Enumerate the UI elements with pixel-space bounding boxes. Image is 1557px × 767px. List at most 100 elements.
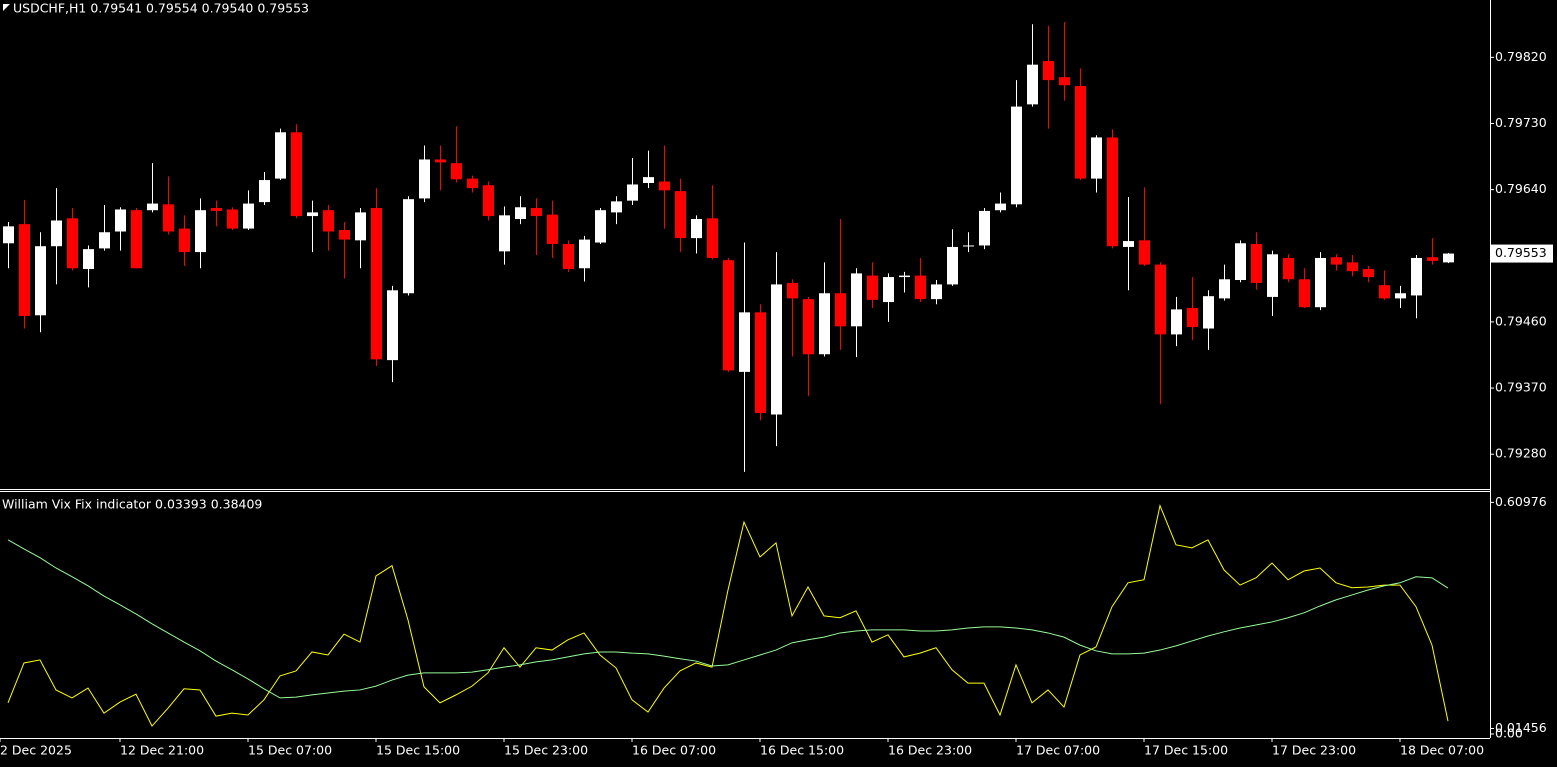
candle-body <box>835 293 846 327</box>
candle-body <box>707 218 718 258</box>
candle-body <box>963 245 974 247</box>
x-tick-label: 16 Dec 15:00 <box>760 743 844 758</box>
candle-body <box>819 293 830 355</box>
candle-body <box>643 177 654 183</box>
candle-body <box>467 178 478 189</box>
y-tick-label: 0.79730 <box>1495 115 1547 130</box>
candle-body <box>179 228 190 253</box>
x-tick-label: 18 Dec 07:00 <box>1400 743 1484 758</box>
x-tick-label: 15 Dec 23:00 <box>504 743 588 758</box>
candle-body <box>291 132 302 217</box>
candle-body <box>67 218 78 269</box>
candle-body <box>595 210 606 243</box>
candle-body <box>163 204 174 232</box>
candle-body <box>1299 279 1310 308</box>
candle-body <box>355 212 366 241</box>
x-tick-label: 15 Dec 07:00 <box>248 743 332 758</box>
candle-body <box>339 230 350 240</box>
candle-body <box>387 290 398 361</box>
candle-body <box>259 180 270 203</box>
candle-body <box>1411 257 1422 296</box>
candle-body <box>1443 253 1454 263</box>
candle-body <box>483 185 494 217</box>
candle-body <box>1043 61 1054 81</box>
candle-body <box>627 184 638 201</box>
candle-body <box>371 207 382 360</box>
indicator-title: William Vix Fix indicator 0.03393 0.3840… <box>2 497 262 512</box>
candle-body <box>1363 268 1374 278</box>
x-tick-label: 16 Dec 07:00 <box>632 743 716 758</box>
candle-body <box>1395 293 1406 299</box>
candle-body <box>1379 285 1390 299</box>
candle-body <box>659 181 670 191</box>
candle-body <box>1267 254 1278 297</box>
x-tick-label: 17 Dec 15:00 <box>1144 743 1228 758</box>
candle-body <box>531 207 542 217</box>
candle-body <box>739 312 750 372</box>
candle-body <box>851 273 862 327</box>
candle-body <box>195 210 206 253</box>
y-tick-label: 0.00 <box>1495 726 1523 741</box>
candle-body <box>899 275 910 278</box>
candle-body <box>867 275 878 300</box>
candle-body <box>419 159 430 199</box>
y-tick-label: 0.79460 <box>1495 313 1547 328</box>
candle-body <box>995 203 1006 211</box>
candle-body <box>115 209 126 232</box>
candle-body <box>979 210 990 246</box>
candle-body <box>915 275 926 300</box>
candle-body <box>275 132 286 179</box>
candle-body <box>547 214 558 244</box>
candle-body <box>1139 240 1150 265</box>
candle-body <box>3 226 14 244</box>
candle-body <box>771 284 782 415</box>
candle-body <box>147 203 158 211</box>
candle-body <box>1347 262 1358 272</box>
candle-body <box>227 209 238 229</box>
candle-body <box>83 249 94 269</box>
candle-body <box>451 163 462 180</box>
candle-body <box>931 284 942 300</box>
candle-body <box>803 299 814 355</box>
candle-body <box>243 203 254 229</box>
y-tick-label: 0.01456 <box>1495 720 1547 735</box>
candle-body <box>515 207 526 220</box>
candle-body <box>19 224 30 317</box>
candle-body <box>1235 243 1246 281</box>
candle-body <box>1283 257 1294 280</box>
candle-body <box>1315 257 1326 308</box>
candle-body <box>723 260 734 371</box>
y-tick-label: 0.79640 <box>1495 181 1547 196</box>
indicator-line <box>7 503 1449 727</box>
candle-body <box>1091 137 1102 179</box>
candle-body <box>1203 296 1214 329</box>
y-tick-label: 0.79280 <box>1495 446 1547 461</box>
x-tick-label: 16 Dec 23:00 <box>888 743 972 758</box>
candle-body <box>99 232 110 249</box>
candle-body <box>1107 137 1118 247</box>
candle-body <box>1011 106 1022 205</box>
candle-body <box>883 277 894 303</box>
candle-body <box>691 219 702 239</box>
x-tick-label: 17 Dec 23:00 <box>1272 743 1356 758</box>
x-tick-label: 12 Dec 21:00 <box>120 743 204 758</box>
current-price-label: 0.79553 <box>1495 245 1547 260</box>
y-tick-label: 0.60976 <box>1495 494 1547 509</box>
candle-body <box>1171 309 1182 335</box>
candle-body <box>787 282 798 299</box>
candle-body <box>1331 257 1342 265</box>
symbol-marker <box>3 4 10 11</box>
candle-body <box>323 210 334 232</box>
candle-body <box>35 246 46 316</box>
candle-body <box>563 244 574 269</box>
candle-body <box>131 210 142 269</box>
candle-body <box>1427 257 1438 261</box>
candle-body <box>1219 279 1230 299</box>
candle-body <box>1123 241 1134 247</box>
y-tick-label: 0.79370 <box>1495 380 1547 395</box>
candle-body <box>51 220 62 247</box>
candle-body <box>1027 64 1038 105</box>
chart-title: USDCHF,H1 0.79541 0.79554 0.79540 0.7955… <box>13 1 309 16</box>
candle-body <box>1251 244 1262 283</box>
